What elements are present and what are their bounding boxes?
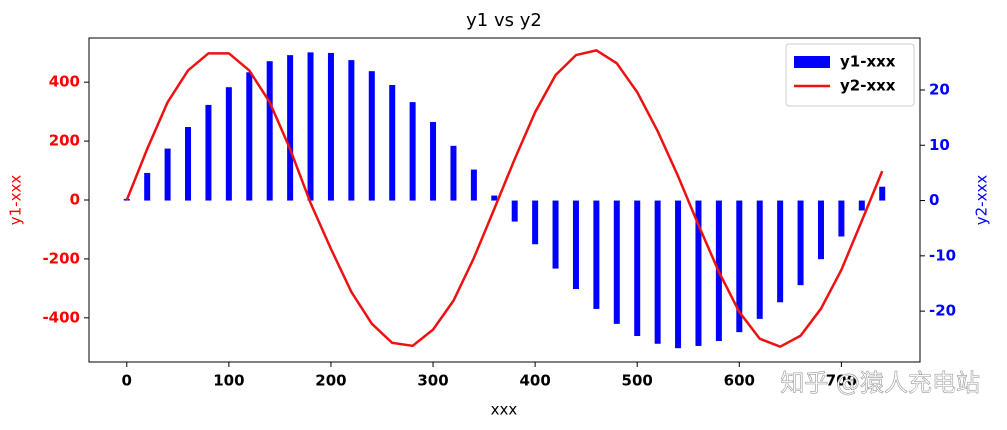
chart-title: y1 vs y2 [466,10,542,31]
x-tick-label: 400 [519,372,550,390]
x-tick-label: 600 [724,372,755,390]
legend-label: y2-xxx [840,77,896,95]
y2-tick-label: 0 [929,191,939,209]
bar [572,200,579,290]
y2-tick-label: 20 [929,80,950,98]
bar [634,200,641,337]
bar [858,200,865,211]
y-tick-label: 400 [49,73,80,91]
bar [450,145,457,201]
bar [613,200,620,324]
bar [144,172,151,201]
bar [797,200,804,286]
bar [552,200,559,269]
x-tick-label: 700 [826,372,857,390]
x-tick-label: 500 [622,372,653,390]
bar [246,72,253,201]
bar [654,200,661,344]
bar [307,52,314,201]
bar [348,60,355,201]
bar [225,87,232,201]
x-tick-label: 200 [315,372,346,390]
watermark: 知乎 @猿人充电站 [780,369,980,397]
legend-label: y1-xxx [840,53,896,71]
y2-tick-label: -10 [929,246,956,264]
legend-swatch [794,56,830,68]
y-tick-label: -200 [42,249,80,267]
x-tick-label: 0 [122,372,132,390]
bar [266,61,273,201]
bar [879,186,886,201]
bar [287,55,294,201]
bar [430,122,437,201]
y-tick-label: -400 [42,308,80,326]
bar [777,200,784,303]
bar [368,71,375,201]
y-tick-label: 200 [49,132,80,150]
bar [409,102,416,201]
x-axis-label: xxx [491,401,518,419]
x-tick-label: 100 [213,372,244,390]
bar [491,195,498,201]
y2-axis-label: y2-xxx [973,175,991,226]
y2-tick-label: -20 [929,302,956,320]
y-axis-label: y1-xxx [7,175,25,226]
y2-tick-label: 10 [929,136,950,154]
bar [593,200,600,309]
bar [389,84,396,201]
bar [817,200,824,260]
bar [185,127,192,201]
bar [327,52,334,201]
bar [675,200,682,349]
x-tick-label: 300 [417,372,448,390]
bar [756,200,763,319]
y-tick-label: 0 [70,191,80,209]
bar [838,200,845,237]
bar [532,200,539,245]
bar [511,200,518,222]
bar [695,200,702,346]
bar [470,169,477,201]
bar [164,148,171,201]
line [125,49,884,349]
bar [736,200,743,333]
bar [205,104,212,201]
